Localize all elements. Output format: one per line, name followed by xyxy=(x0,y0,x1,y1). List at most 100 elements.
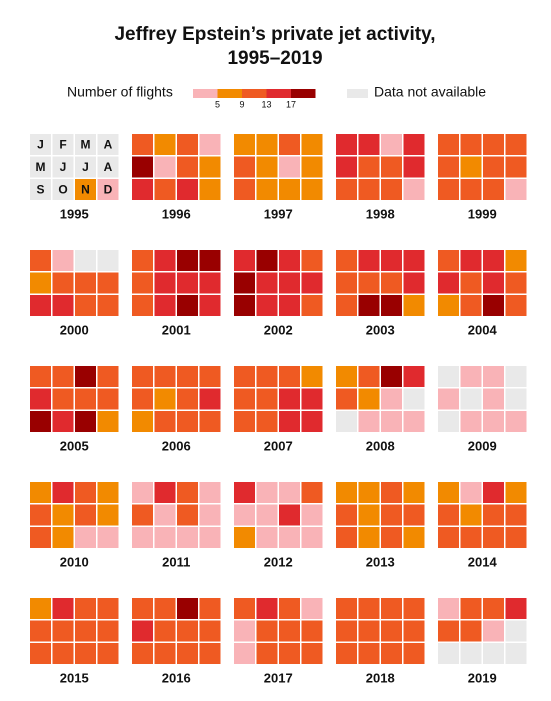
month-cell xyxy=(505,482,527,503)
month-cell xyxy=(154,411,176,432)
month-letter: J xyxy=(82,160,89,174)
month-cell xyxy=(336,388,357,410)
month-cell xyxy=(505,295,527,316)
month-cell xyxy=(97,504,119,526)
month-cell xyxy=(97,643,119,664)
month-cell xyxy=(336,366,357,387)
month-cell xyxy=(336,598,357,619)
month-cell xyxy=(132,134,153,155)
month-cell xyxy=(438,643,459,664)
month-cell xyxy=(75,272,96,294)
month-cell xyxy=(177,411,198,432)
month-cell xyxy=(256,366,278,387)
legend-swatch xyxy=(242,89,267,98)
month-cell xyxy=(75,411,96,432)
month-cell xyxy=(52,388,74,410)
month-cell xyxy=(199,504,221,526)
month-cell xyxy=(30,482,51,503)
month-cell xyxy=(177,295,198,316)
month-cell xyxy=(301,156,323,178)
legend-na-label: Data not available xyxy=(374,84,486,100)
month-cell xyxy=(460,250,482,271)
month-cell xyxy=(460,643,482,664)
month-cell xyxy=(97,411,119,432)
month-cell xyxy=(154,134,176,155)
month-cell xyxy=(52,643,74,664)
year-label: 1995 xyxy=(60,206,89,221)
month-cell xyxy=(154,527,176,548)
month-cell xyxy=(256,250,278,271)
month-cell xyxy=(97,272,119,294)
month-cell xyxy=(97,366,119,387)
month-cell xyxy=(301,366,323,387)
month-cell xyxy=(154,504,176,526)
month-cell xyxy=(132,482,153,503)
month-cell xyxy=(30,272,51,294)
month-cell xyxy=(279,295,300,316)
month-cell xyxy=(403,411,425,432)
month-cell xyxy=(460,620,482,642)
month-cell xyxy=(358,134,380,155)
month-cell xyxy=(438,620,459,642)
month-cell xyxy=(301,527,323,548)
month-cell xyxy=(234,482,255,503)
month-cell xyxy=(381,134,402,155)
month-cell xyxy=(132,643,153,664)
month-cell xyxy=(483,411,504,432)
year-label: 2016 xyxy=(162,670,191,685)
month-cell xyxy=(30,504,51,526)
month-letter: J xyxy=(60,160,67,174)
month-cell xyxy=(483,134,504,155)
month-cell xyxy=(177,272,198,294)
month-cell xyxy=(336,272,357,294)
month-letter: S xyxy=(36,183,44,197)
month-cell xyxy=(30,411,51,432)
month-cell xyxy=(336,643,357,664)
month-cell xyxy=(279,388,300,410)
month-cell xyxy=(336,411,357,432)
month-cell xyxy=(234,179,255,200)
month-cell xyxy=(483,179,504,200)
year-label: 1999 xyxy=(468,206,497,221)
month-cell xyxy=(199,527,221,548)
month-cell xyxy=(403,598,425,619)
month-cell xyxy=(483,504,504,526)
month-cell xyxy=(154,366,176,387)
month-cell xyxy=(381,179,402,200)
month-cell xyxy=(234,388,255,410)
month-cell xyxy=(438,295,459,316)
month-cell xyxy=(279,179,300,200)
month-cell xyxy=(358,504,380,526)
year-label: 2006 xyxy=(162,438,191,453)
month-cell xyxy=(97,620,119,642)
month-cell xyxy=(75,179,96,200)
month-cell xyxy=(256,411,278,432)
month-cell xyxy=(336,620,357,642)
month-cell xyxy=(381,272,402,294)
month-cell xyxy=(301,250,323,271)
month-cell xyxy=(301,643,323,664)
month-cell xyxy=(301,504,323,526)
month-cell xyxy=(403,179,425,200)
month-cell xyxy=(177,504,198,526)
month-cell xyxy=(505,527,527,548)
month-cell xyxy=(460,598,482,619)
month-cell xyxy=(483,156,504,178)
month-cell xyxy=(256,295,278,316)
year-label: 2014 xyxy=(468,554,498,569)
month-cell xyxy=(381,295,402,316)
legend-swatch xyxy=(217,89,242,98)
month-cell xyxy=(403,388,425,410)
month-cell xyxy=(52,598,74,619)
month-cell xyxy=(177,620,198,642)
month-cell xyxy=(234,272,255,294)
month-cell xyxy=(301,482,323,503)
month-cell xyxy=(52,272,74,294)
month-cell xyxy=(154,295,176,316)
month-cell xyxy=(403,295,425,316)
month-cell xyxy=(301,388,323,410)
month-cell xyxy=(403,527,425,548)
month-cell xyxy=(279,272,300,294)
legend-swatch xyxy=(266,89,291,98)
month-cell xyxy=(132,411,153,432)
